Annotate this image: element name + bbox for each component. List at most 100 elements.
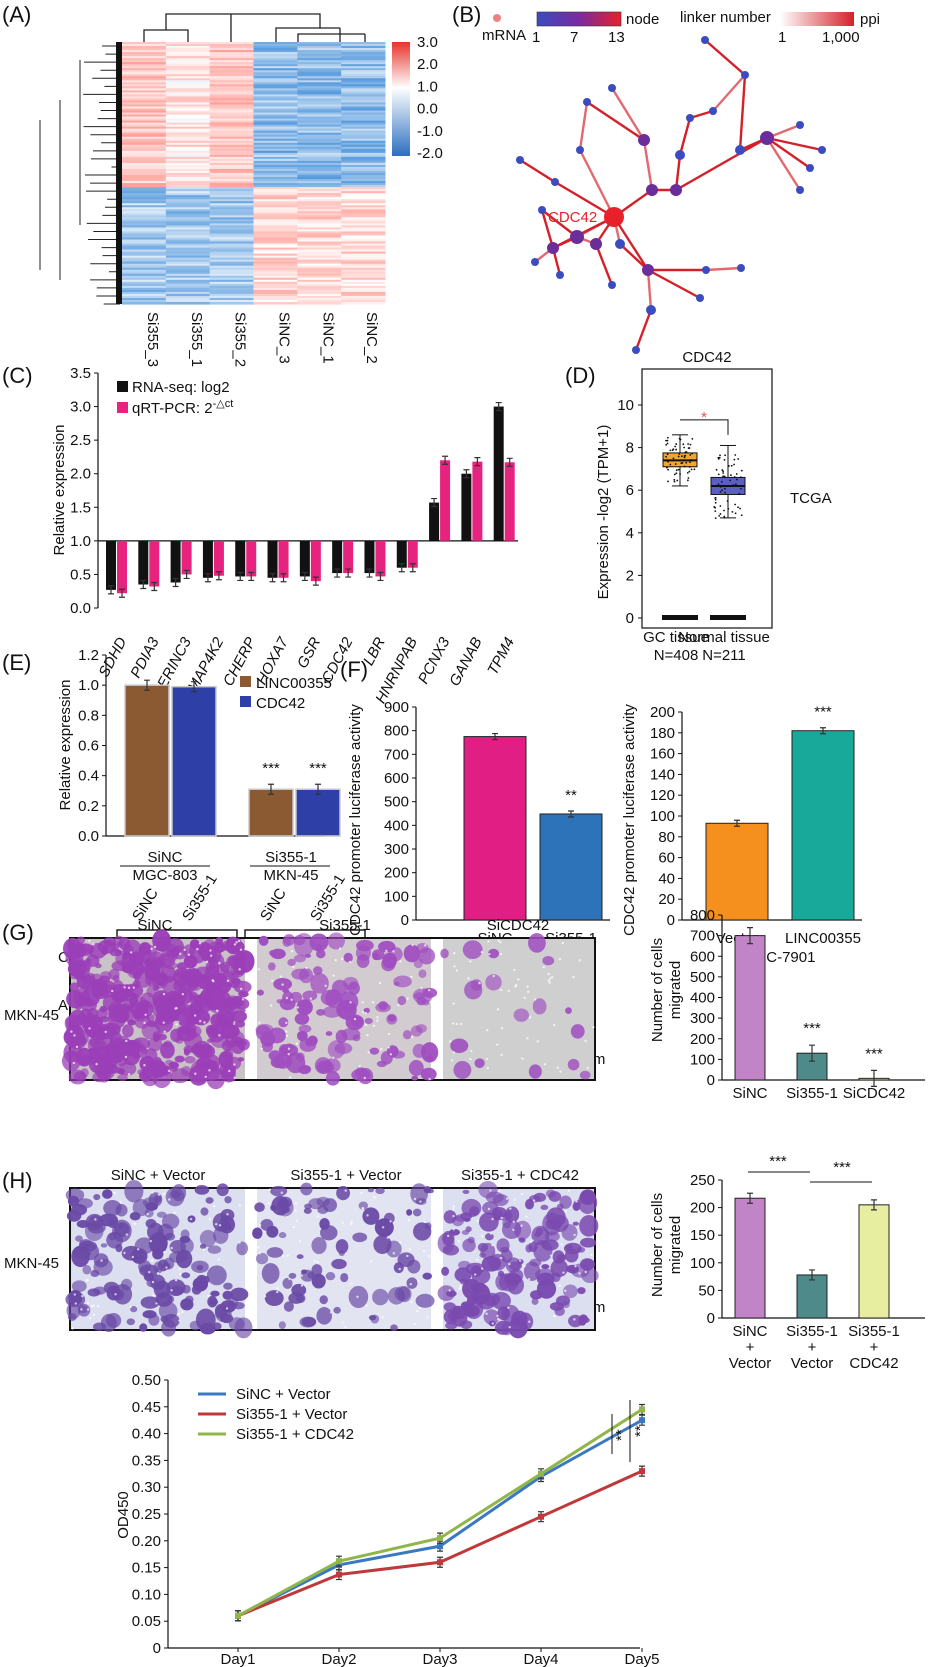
jitter-point — [665, 455, 667, 458]
pore — [478, 981, 481, 985]
jitter-point — [735, 483, 737, 486]
error-bar — [312, 576, 319, 586]
cell — [523, 1261, 541, 1282]
pore — [143, 1064, 146, 1067]
pore — [449, 1040, 452, 1043]
heatmap-cell — [209, 249, 254, 253]
heatmap-cell — [209, 118, 254, 122]
cell — [479, 1252, 487, 1258]
heatmap-cell — [209, 225, 254, 229]
pore — [258, 1252, 261, 1255]
category-line: + — [870, 1339, 879, 1356]
heatmap-cell — [297, 152, 342, 156]
cell — [102, 1189, 113, 1199]
pore — [526, 990, 530, 994]
heatmap-cell — [341, 144, 386, 148]
heatmap-cell — [297, 76, 342, 79]
pore — [459, 1284, 462, 1288]
heatmap-cell — [209, 90, 254, 93]
heatmap-cell — [165, 84, 211, 87]
bar — [504, 462, 515, 541]
cell — [82, 1264, 92, 1275]
cell — [199, 988, 216, 1006]
cell — [294, 1013, 310, 1025]
category-line: + — [746, 1339, 755, 1356]
cell — [132, 1037, 151, 1050]
cell — [67, 1313, 77, 1321]
heatmap-cell — [209, 247, 254, 251]
network-node — [632, 346, 640, 354]
heatmap-cell — [297, 233, 342, 237]
heatmap-cell — [253, 54, 298, 57]
dendrogram — [143, 13, 366, 42]
y-tick-label: 0.35 — [132, 1452, 161, 1469]
heatmap-cell — [297, 140, 342, 144]
heatmap-cell — [341, 44, 386, 47]
cell — [181, 1066, 192, 1077]
cell — [542, 955, 555, 966]
heatmap-cell — [209, 283, 254, 287]
pore — [389, 1220, 392, 1223]
cell — [126, 1318, 136, 1326]
heatmap-cell — [165, 225, 211, 229]
heatmap-cell — [297, 197, 342, 200]
category-line: Vector — [729, 1355, 772, 1372]
network-edge — [519, 158, 556, 184]
heatmap-cell — [297, 86, 342, 89]
heatmap-cell — [209, 124, 254, 128]
pore — [155, 1302, 158, 1305]
heatmap-cell — [341, 146, 386, 150]
heatmap-cell — [122, 48, 167, 51]
heatmap-cell — [165, 227, 211, 231]
cell — [581, 1268, 599, 1284]
pore — [422, 1249, 426, 1253]
category-label: PDIA3 — [127, 634, 163, 681]
cell — [577, 1191, 598, 1215]
colorbar-tick: 1.0 — [417, 78, 438, 95]
group-label: Normal tissue — [678, 629, 770, 646]
pore — [429, 1001, 432, 1004]
cell — [411, 1075, 419, 1081]
network-node — [670, 184, 682, 196]
cell — [235, 1039, 248, 1047]
pore — [295, 1042, 299, 1045]
heatmap-cell — [122, 263, 167, 267]
category-line: SiNC — [732, 1323, 767, 1340]
zero-bar — [662, 615, 698, 620]
pore — [269, 1004, 273, 1007]
pore — [452, 1228, 456, 1231]
pore — [457, 1240, 461, 1243]
cell — [161, 1213, 180, 1230]
pore — [369, 1260, 373, 1263]
heatmap-cell — [122, 58, 167, 61]
heatmap-cell — [341, 50, 386, 53]
heatmap-cell — [341, 285, 386, 289]
cell — [161, 1319, 177, 1337]
group-label: GC tissue — [643, 629, 709, 646]
heatmap-cell — [209, 160, 254, 164]
pore — [123, 1251, 126, 1255]
heatmap-cell — [209, 112, 254, 116]
heatmap-cell — [341, 142, 386, 146]
pore — [389, 1053, 393, 1056]
heatmap-cell — [253, 116, 298, 120]
cell — [304, 1203, 312, 1210]
cell — [464, 980, 483, 1000]
heatmap-cell — [165, 68, 211, 71]
heatmap-cell — [209, 253, 254, 257]
cell — [256, 989, 264, 996]
cell — [406, 1277, 418, 1289]
cell — [129, 1211, 141, 1221]
heatmap-cell — [253, 261, 298, 265]
cell — [300, 1269, 315, 1282]
cell — [223, 997, 240, 1011]
heatmap-cell — [165, 199, 211, 202]
heatmap-cell — [253, 88, 298, 91]
heatmap-cell — [297, 158, 342, 162]
network-node — [701, 36, 709, 44]
y-tick-label: 0 — [707, 1310, 715, 1327]
bar — [267, 540, 278, 578]
heatmap-cell — [341, 54, 386, 57]
